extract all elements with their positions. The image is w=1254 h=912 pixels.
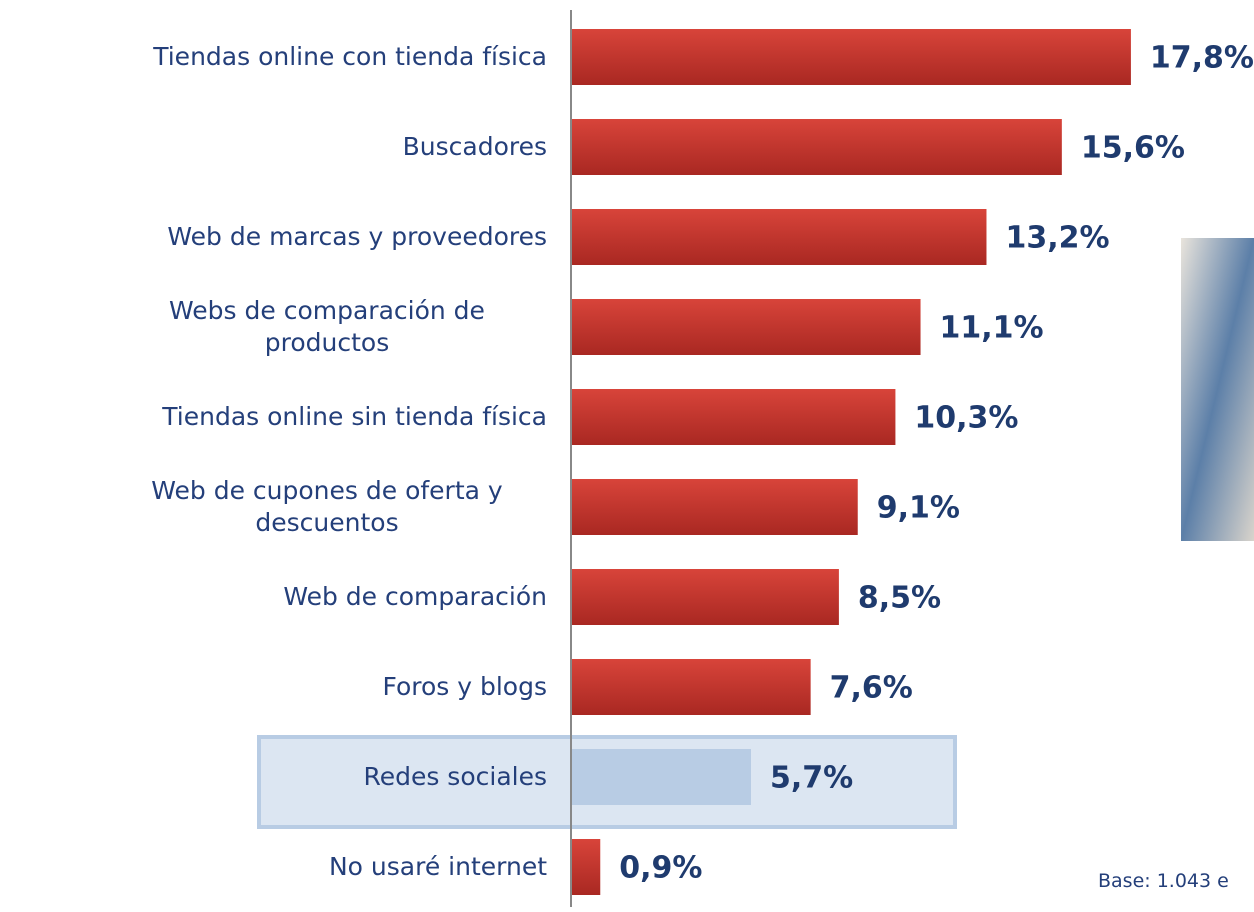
- value-label: 0,9%: [619, 851, 702, 886]
- category-row: Redes sociales: [363, 732, 547, 822]
- value-label: 5,7%: [770, 761, 853, 796]
- bar: [572, 569, 839, 625]
- category-label: Tiendas online con tienda física: [153, 41, 547, 73]
- bar: [572, 299, 921, 355]
- value-label: 9,1%: [877, 491, 960, 526]
- note: Base: 1.043 e: [1098, 870, 1229, 892]
- bar: [572, 479, 858, 535]
- bar: [572, 209, 986, 265]
- value-label: 11,1%: [940, 311, 1044, 346]
- page: 17,8% 15,6% 13,2% 11,1% 10,3% 9,1% 8,5% 7,6% 5,7…: [0, 0, 1254, 907]
- category-row: Webs de comparación de productos: [107, 282, 547, 372]
- category-row: Web de comparación: [283, 552, 547, 642]
- category-label: Foros y blogs: [382, 671, 547, 703]
- category-label: Webs de comparación de productos: [107, 295, 547, 359]
- bar: [572, 119, 1062, 175]
- value-label: 15,6%: [1081, 131, 1185, 166]
- bar: [572, 749, 751, 805]
- bar: [572, 389, 895, 445]
- category-label: Web de marcas y proveedores: [167, 221, 547, 253]
- category-label: Buscadores: [403, 131, 547, 163]
- value-label: 7,6%: [830, 671, 913, 706]
- category-label: No usaré internet: [329, 851, 547, 883]
- value-label: 13,2%: [1005, 221, 1109, 256]
- value-label: 10,3%: [914, 401, 1018, 436]
- bar: [572, 29, 1131, 85]
- category-row: Buscadores: [403, 102, 547, 192]
- category-row: Web de marcas y proveedores: [167, 192, 547, 282]
- photo: [1181, 238, 1254, 541]
- bar: [572, 659, 811, 715]
- value-label: 17,8%: [1150, 41, 1254, 76]
- category-row: Foros y blogs: [382, 642, 547, 732]
- bar: [572, 839, 600, 895]
- category-row: No usaré internet: [329, 822, 547, 912]
- category-row: Tiendas online con tienda física: [153, 12, 547, 102]
- category-label: Tiendas online sin tienda física: [162, 401, 547, 433]
- category-row: Tiendas online sin tienda física: [162, 372, 547, 462]
- value-label: 8,5%: [858, 581, 941, 616]
- category-label: Web de comparación: [283, 581, 547, 613]
- category-label: Redes sociales: [363, 761, 547, 793]
- category-row: Web de cupones de oferta y descuentos: [107, 462, 547, 552]
- category-label: Web de cupones de oferta y descuentos: [107, 475, 547, 539]
